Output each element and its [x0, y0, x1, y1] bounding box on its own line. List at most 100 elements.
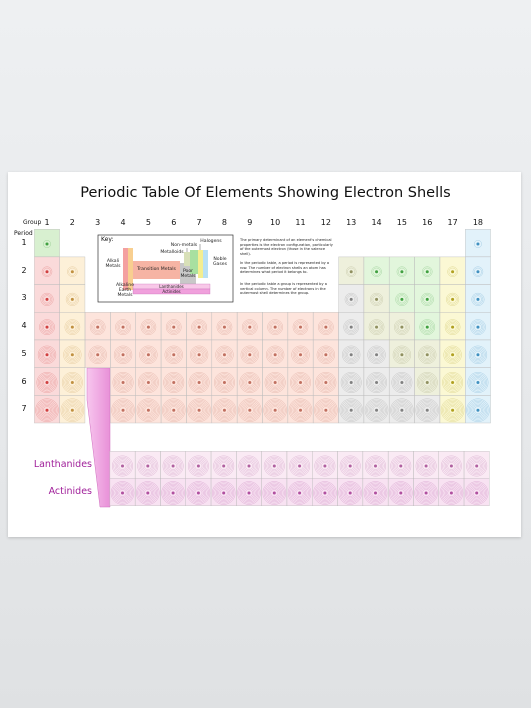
electron-shell: [339, 455, 361, 477]
electron-shell: [93, 350, 102, 359]
electron-shell: [291, 401, 310, 420]
nucleus: [425, 325, 429, 329]
electron-shell: [341, 456, 360, 476]
electron-shell: [67, 321, 78, 333]
electron-shell: [117, 349, 129, 360]
electron-shell: [314, 482, 336, 504]
electron-shell: [415, 398, 439, 422]
period-label: Period: [14, 230, 33, 237]
electron-shell: [472, 489, 481, 497]
electron-shell: [468, 345, 487, 364]
electron-shell: [143, 377, 154, 388]
key-transition: [133, 261, 180, 279]
key-label: Metalloids: [160, 250, 184, 255]
electron-shell: [444, 319, 461, 335]
group-number: 8: [221, 218, 227, 227]
lanthanides-label: Lanthanides: [33, 459, 92, 470]
electron-shell: [187, 398, 211, 422]
electron-shell: [241, 485, 257, 501]
electron-shell: [214, 372, 235, 393]
electron-shell: [63, 401, 82, 420]
electron-shell: [398, 295, 406, 304]
electron-shell: [245, 406, 254, 415]
electron-shell: [265, 456, 284, 476]
nucleus: [45, 408, 49, 412]
electron-shell: [217, 459, 231, 473]
electron-shell: [363, 481, 388, 505]
electron-shell: [394, 486, 408, 500]
electron-shell: [216, 374, 233, 391]
electron-shell: [474, 323, 482, 331]
electron-shell: [138, 399, 159, 421]
electron-shell: [347, 323, 356, 331]
electron-shell: [447, 349, 458, 360]
electron-shell: [290, 483, 309, 503]
electron-shell: [141, 348, 155, 362]
electron-shell: [191, 319, 207, 335]
electron-shell: [263, 482, 285, 504]
electron-shell: [266, 345, 285, 364]
nucleus: [172, 408, 176, 412]
group-number: 18: [472, 218, 484, 227]
electron-shell: [244, 405, 255, 416]
electron-shell: [291, 373, 310, 392]
electron-shell: [68, 267, 77, 276]
electron-shell: [315, 456, 334, 476]
electron-shell: [167, 376, 181, 389]
electron-shell: [264, 399, 286, 421]
electron-shell: [295, 405, 306, 416]
electron-shell: [343, 347, 359, 363]
electron-shell: [238, 455, 260, 477]
electron-shell: [396, 405, 408, 416]
electron-shell: [63, 373, 82, 392]
electron-shell: [193, 377, 205, 388]
group-number: 9: [247, 218, 253, 227]
electron-shell: [37, 373, 57, 392]
electron-shell: [343, 459, 357, 473]
electron-shell: [111, 398, 135, 422]
nucleus: [425, 408, 429, 412]
electron-shell: [267, 459, 281, 473]
electron-shell: [194, 462, 203, 470]
nucleus: [247, 464, 251, 468]
electron-shell: [420, 320, 434, 334]
electron-shell: [389, 481, 413, 505]
nucleus: [272, 464, 276, 468]
electron-shell: [292, 402, 309, 418]
electron-shell: [315, 483, 334, 503]
electron-shell: [43, 267, 51, 276]
electron-shell: [244, 349, 255, 360]
nucleus: [248, 381, 252, 384]
nucleus: [324, 353, 328, 357]
electron-shell: [420, 460, 432, 472]
electron-shell: [271, 323, 279, 331]
electron-shell: [168, 349, 179, 360]
electron-shell: [116, 403, 130, 417]
electron-shell: [319, 403, 333, 417]
electron-shell: [470, 486, 484, 500]
electron-shell: [394, 319, 410, 335]
key-noble: [203, 250, 208, 278]
electron-shell: [43, 240, 51, 248]
electron-shell: [394, 374, 410, 391]
electron-shell: [116, 348, 130, 362]
electron-shell: [238, 398, 262, 422]
electron-shell: [446, 487, 457, 499]
electron-shell: [416, 399, 438, 421]
electron-shell: [114, 401, 133, 420]
electron-shell: [315, 399, 337, 421]
electron-shell: [215, 373, 234, 392]
electron-shell: [470, 319, 486, 335]
nucleus: [248, 353, 252, 357]
electron-shell: [43, 350, 51, 359]
electron-shell: [245, 323, 254, 331]
electron-shell: [40, 292, 54, 306]
electron-shell: [39, 319, 55, 335]
electron-shell: [164, 483, 183, 503]
electron-shell: [318, 319, 334, 335]
electron-shell: [418, 401, 437, 420]
electron-shell: [320, 321, 331, 333]
electron-shell: [346, 294, 357, 305]
electron-shell: [321, 462, 329, 470]
electron-shell: [112, 482, 133, 504]
